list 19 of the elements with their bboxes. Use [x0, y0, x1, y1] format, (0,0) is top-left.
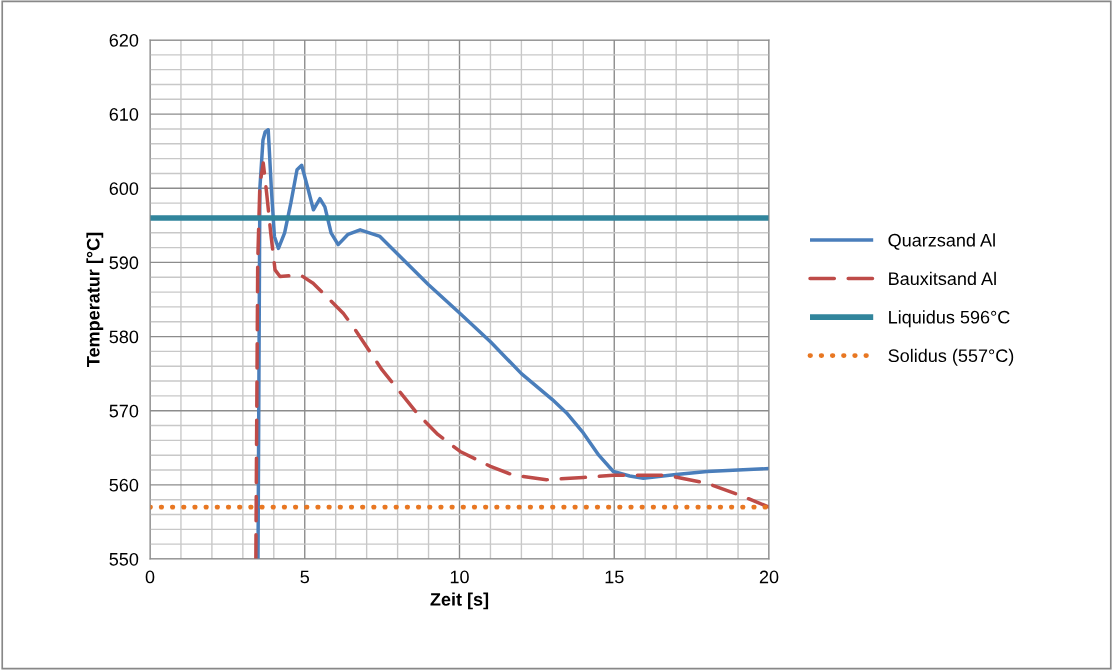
x-tick-label: 5 [300, 570, 310, 584]
x-axis-title: Zeit [s] [430, 592, 489, 610]
x-tick-label: 0 [145, 570, 155, 584]
y-tick-label: 560 [109, 478, 139, 492]
x-tick-label: 15 [605, 570, 624, 584]
y-tick-label: 600 [109, 182, 139, 196]
x-tick-label: 10 [450, 570, 469, 584]
y-tick-label: 590 [109, 256, 139, 270]
x-tick-label: 20 [759, 570, 779, 584]
y-tick-label: 580 [109, 330, 139, 344]
legend-label: Quarzsand Al [888, 233, 995, 250]
y-tick-label: 610 [109, 108, 139, 121]
y-axis-title: Temperatur [°C] [86, 232, 104, 367]
legend-label: Liquidus 596°C [889, 310, 1010, 328]
y-tick-label: 620 [109, 33, 139, 47]
y-tick-label: 550 [109, 552, 139, 566]
legend-label: Bauxitsand Al [889, 271, 996, 286]
y-tick-label: 570 [109, 404, 139, 418]
legend-label: Solidus (557°C) [888, 348, 1014, 366]
